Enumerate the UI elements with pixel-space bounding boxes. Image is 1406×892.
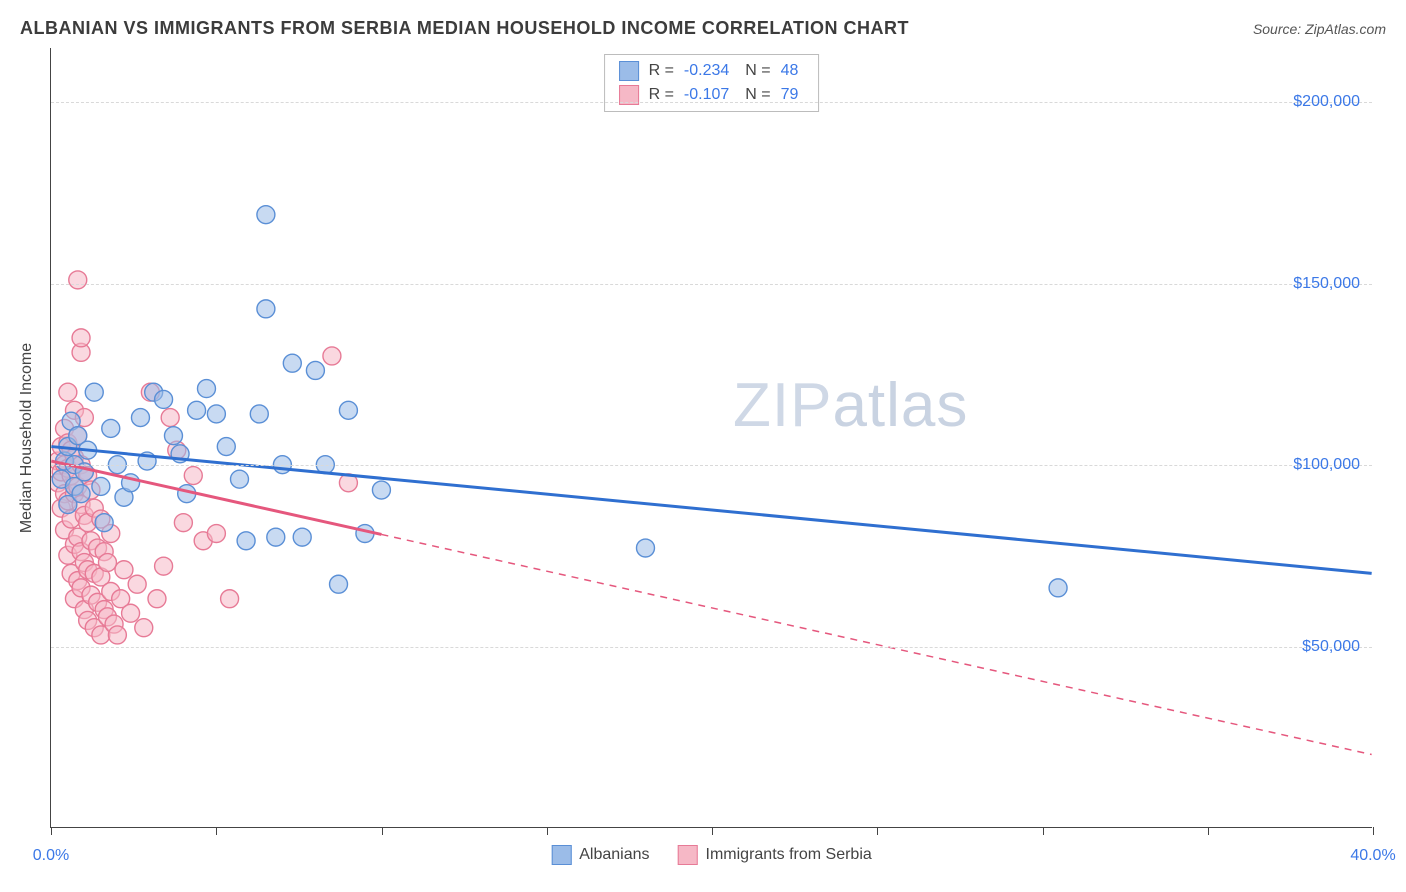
chart-title: ALBANIAN VS IMMIGRANTS FROM SERBIA MEDIA… [20,18,909,39]
source-prefix: Source: [1253,21,1305,37]
series-legend-item: Immigrants from Serbia [678,845,872,865]
legend-swatch [678,845,698,865]
y-tick-label: $50,000 [1302,638,1360,656]
y-axis-title: Median Household Income [18,342,36,532]
x-tick [51,827,52,835]
y-tick-label: $150,000 [1293,275,1360,293]
x-tick [1208,827,1209,835]
y-tick-label: $100,000 [1293,456,1360,474]
gridline [51,647,1372,648]
plot-area: Median Household Income R =-0.234N =48R … [50,48,1372,828]
gridline [51,284,1372,285]
x-tick [712,827,713,835]
chart-header: ALBANIAN VS IMMIGRANTS FROM SERBIA MEDIA… [20,18,1386,39]
x-tick [1373,827,1374,835]
series-legend-item: Albanians [551,845,649,865]
legend-r-value: -0.234 [684,59,729,83]
scatter-svg [51,48,1372,827]
x-tick [877,827,878,835]
gridline [51,102,1372,103]
series-legend-label: Immigrants from Serbia [706,846,872,864]
x-tick [382,827,383,835]
legend-r-label: R = [649,59,674,83]
source-name: ZipAtlas.com [1305,21,1386,37]
legend-swatch [619,61,639,81]
legend-n-value: 48 [781,59,799,83]
x-tick-label: 40.0% [1350,847,1395,865]
legend-n-label: N = [745,59,770,83]
x-tick [216,827,217,835]
x-tick-label: 0.0% [33,847,69,865]
series-legend-label: Albanians [579,846,649,864]
legend-row: R = -0.234 N = 48 [619,59,805,83]
series-legend: Albanians Immigrants from Serbia [551,845,872,865]
y-tick-label: $200,000 [1293,93,1360,111]
x-tick [547,827,548,835]
source-attribution: Source: ZipAtlas.com [1253,21,1386,37]
gridline [51,465,1372,466]
x-tick [1043,827,1044,835]
legend-swatch [551,845,571,865]
